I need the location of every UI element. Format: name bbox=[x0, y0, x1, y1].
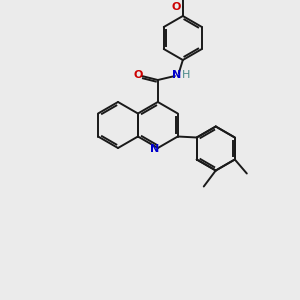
Text: O: O bbox=[171, 2, 181, 12]
Text: H: H bbox=[182, 70, 190, 80]
Text: O: O bbox=[133, 70, 142, 80]
Text: N: N bbox=[150, 144, 160, 154]
Text: N: N bbox=[172, 70, 182, 80]
